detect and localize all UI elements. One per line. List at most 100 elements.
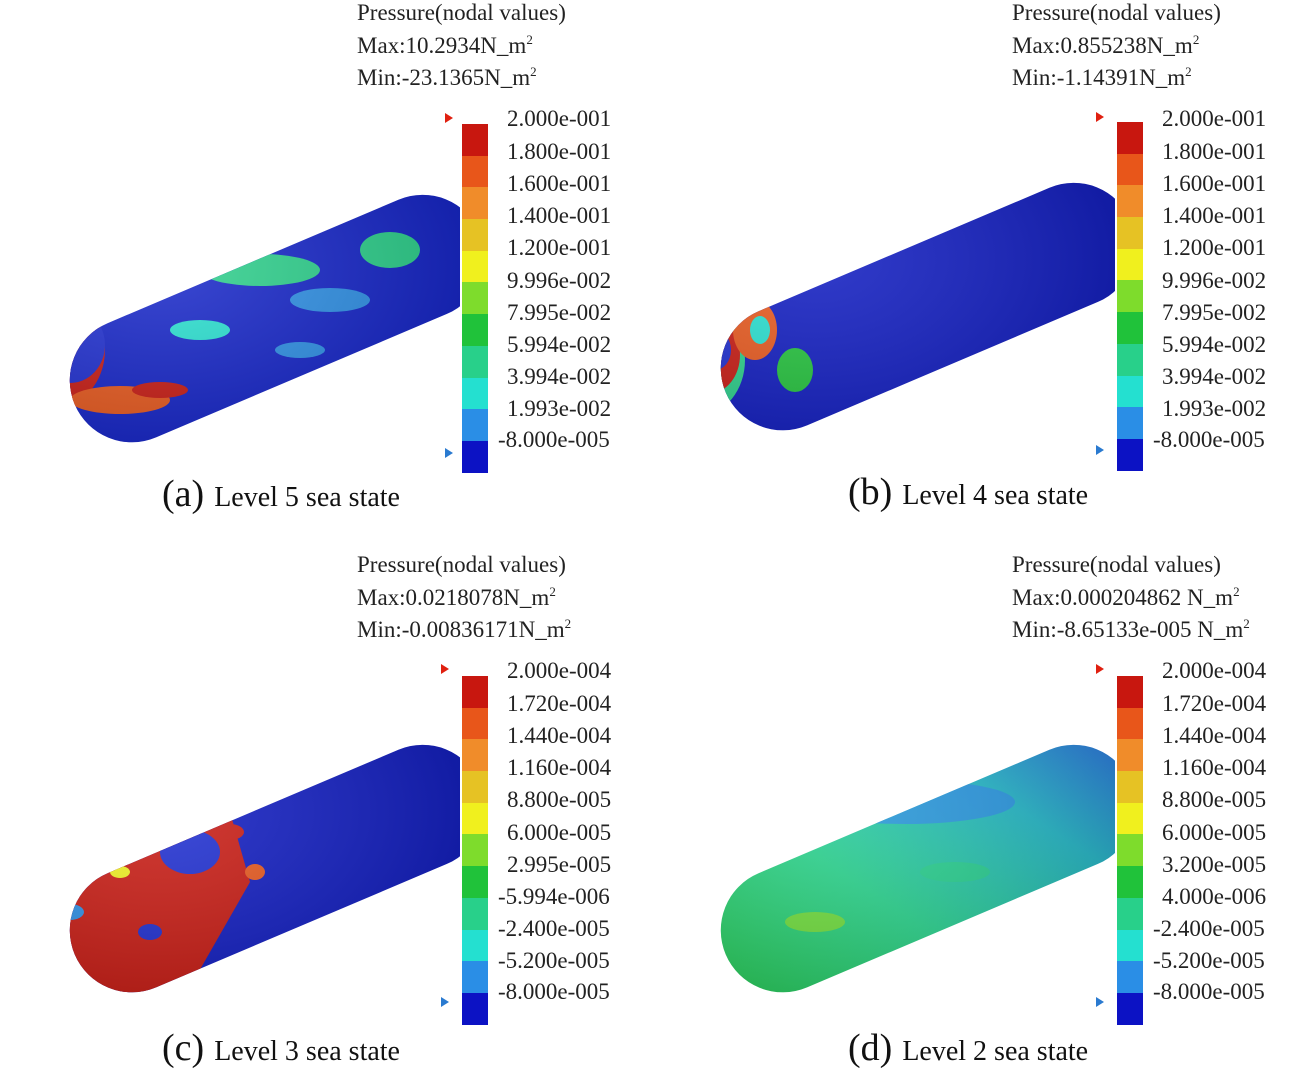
legend-swatch: [462, 250, 488, 283]
pressure-title: Pressure(nodal values): [1012, 552, 1221, 577]
color-legend: [1117, 122, 1143, 471]
unit-exponent: 2: [549, 584, 556, 599]
legend-swatch: [462, 866, 488, 898]
legend-tick-label: -5.200e-005: [1153, 948, 1265, 973]
legend-tick-label: 1.400e-001: [1162, 203, 1267, 228]
max-label: Max:0.0218078N_m: [357, 585, 550, 610]
unit-exponent: 2: [530, 64, 537, 79]
legend-tick-label: 7.995e-002: [507, 300, 612, 325]
legend-swatch: [462, 219, 488, 251]
legend-tick-label: 2.995e-005: [507, 852, 612, 877]
legend-tick-label: 3.200e-005: [1162, 852, 1267, 877]
legend-tick-label: 5.994e-002: [507, 332, 612, 357]
legend-tick-label: 8.800e-005: [1162, 787, 1267, 812]
max-label: Max:0.855238N_m: [1012, 33, 1193, 58]
legend-tick-label: 1.720e-004: [1162, 691, 1267, 716]
legend-tick-label: 3.994e-002: [1162, 364, 1267, 389]
legend-tick-label: -8.000e-005: [498, 427, 610, 452]
legend-tick-label: 1.720e-004: [507, 691, 612, 716]
caption-text: Level 5 sea state: [214, 482, 400, 513]
figure-caption: (c) Level 3 sea state: [162, 1026, 400, 1070]
max-label: Max:10.2934N_m: [357, 33, 527, 58]
vessel-contour-a: [50, 180, 460, 462]
pressure-title: Pressure(nodal values): [357, 552, 566, 577]
max-value: Max:0.855238N_m2: [1012, 30, 1199, 62]
legend-tick-label: 1.160e-004: [1162, 755, 1267, 780]
min-marker-icon: [445, 448, 453, 458]
unit-exponent: 2: [564, 616, 572, 631]
unit-exponent: 2: [1192, 32, 1200, 47]
max-value: Max:0.000204862 N_m2: [1012, 582, 1240, 614]
legend-swatch: [462, 834, 488, 867]
legend-tick-label: 7.995e-002: [1162, 300, 1267, 325]
legend-swatch: [462, 282, 488, 315]
max-value: Max:10.2934N_m2: [357, 30, 533, 62]
min-label: Min:-8.65133e-005 N_m: [1012, 617, 1244, 642]
legend-swatch: [462, 676, 488, 708]
legend-tick-label: 8.800e-005: [507, 787, 612, 812]
max-marker-icon: [441, 664, 449, 674]
min-marker-icon: [441, 997, 449, 1007]
legend-tick-label: 1.200e-001: [507, 235, 612, 260]
legend-tick-label: 9.996e-002: [1162, 268, 1267, 293]
caption-letter: (d): [848, 1027, 893, 1069]
legend-tick-label: 3.994e-002: [507, 364, 612, 389]
legend-swatch: [1117, 676, 1143, 708]
legend-swatch: [1117, 707, 1143, 740]
legend-swatch: [462, 440, 488, 473]
legend-swatch: [1117, 739, 1143, 772]
legend-tick-label: 6.000e-005: [507, 820, 612, 845]
legend-swatch: [1117, 312, 1143, 344]
legend-tick-label: 1.440e-004: [1162, 723, 1267, 748]
legend-tick-label: -2.400e-005: [498, 916, 610, 941]
legend-swatch: [462, 155, 488, 188]
legend-swatch: [1117, 438, 1143, 471]
legend-tick-label: 4.000e-006: [1162, 884, 1267, 909]
legend-tick-label: -8.000e-005: [1153, 427, 1265, 452]
legend-tick-label: 2.000e-001: [507, 106, 612, 131]
panel-a: Pressure(nodal values) Max:10.2934N_m2 M…: [0, 0, 650, 536]
min-value: Min:-0.00836171N_m2: [357, 614, 571, 646]
legend-tick-label: 1.993e-002: [1162, 396, 1267, 421]
legend-swatch: [1117, 217, 1143, 249]
color-legend: [1117, 676, 1143, 1025]
legend-swatch: [1117, 343, 1143, 376]
legend-swatch: [1117, 771, 1143, 803]
min-marker-icon: [1096, 445, 1104, 455]
caption-text: Level 2 sea state: [902, 1036, 1089, 1067]
color-legend: [462, 124, 488, 473]
vessel-contour-d: [701, 725, 1115, 1012]
legend-swatch: [1117, 280, 1143, 313]
legend-swatch: [462, 377, 488, 410]
legend-swatch: [462, 187, 488, 220]
legend-tick-label: -5.994e-006: [498, 884, 610, 909]
min-label: Min:-0.00836171N_m: [357, 617, 565, 642]
legend-swatch: [1117, 834, 1143, 867]
legend-swatch: [462, 314, 488, 346]
figure-caption: (d) Level 2 sea state: [848, 1026, 1088, 1070]
max-marker-icon: [445, 113, 453, 123]
unit-exponent: 2: [1185, 64, 1192, 79]
legend-swatch: [1117, 929, 1143, 962]
pressure-title: Pressure(nodal values): [357, 0, 566, 25]
legend-swatch: [462, 961, 488, 993]
max-marker-icon: [1096, 664, 1104, 674]
legend-swatch: [462, 345, 488, 378]
legend-tick-label: 1.200e-001: [1162, 235, 1267, 260]
legend-tick-label: 1.800e-001: [1162, 139, 1267, 164]
legend-swatch: [462, 409, 488, 441]
legend-swatch: [462, 992, 488, 1025]
legend-swatch: [1117, 375, 1143, 408]
legend-tick-label: -5.200e-005: [498, 948, 610, 973]
legend-swatch: [1117, 248, 1143, 281]
legend-swatch: [1117, 992, 1143, 1025]
legend-swatch: [1117, 185, 1143, 218]
legend-tick-label: 1.993e-002: [507, 396, 612, 421]
vessel-contour-c: [50, 725, 460, 1012]
caption-letter: (b): [848, 471, 893, 513]
legend-swatch: [462, 707, 488, 740]
caption-letter: (a): [162, 473, 205, 515]
vessel-contour-b: [701, 170, 1115, 450]
panel-b: Pressure(nodal values) Max:0.855238N_m2 …: [655, 0, 1300, 536]
legend-tick-label: -8.000e-005: [1153, 979, 1265, 1004]
